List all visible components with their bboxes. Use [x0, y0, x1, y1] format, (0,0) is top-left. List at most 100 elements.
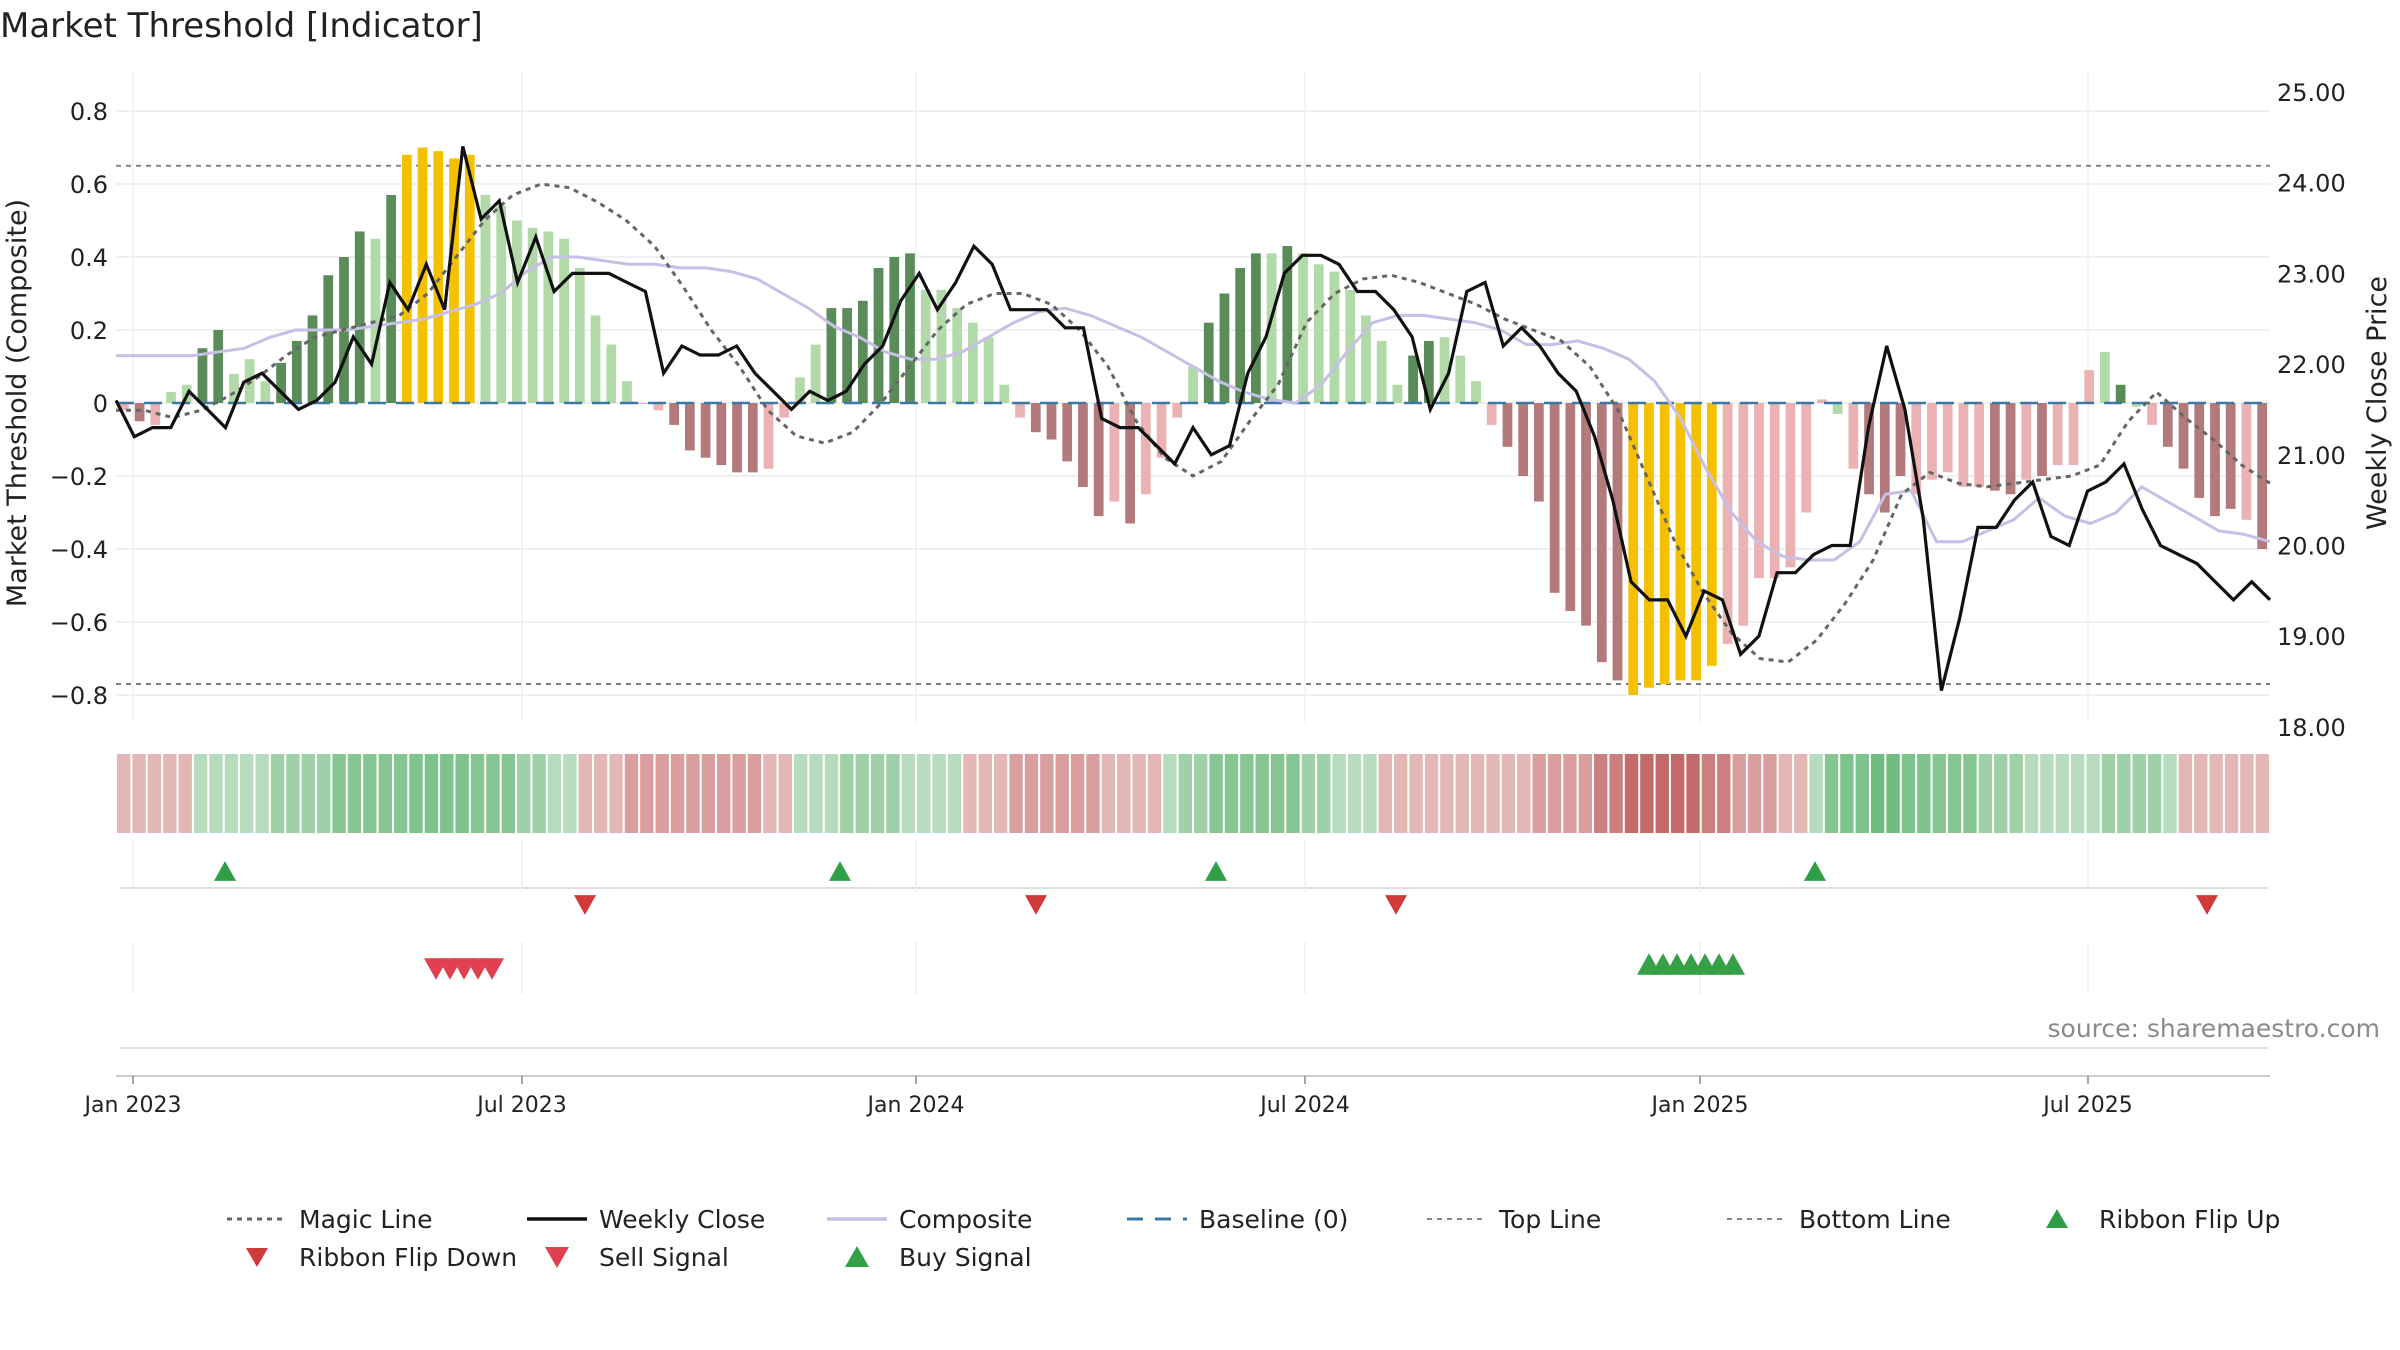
ribbon-cell [1070, 754, 1085, 833]
ribbon-cell [1209, 754, 1223, 833]
ribbon-cell [1455, 754, 1469, 833]
composite-line [116, 255, 2271, 562]
x-tick-label: Jan 2025 [1650, 1093, 1749, 1118]
composite-bar [1942, 403, 1953, 473]
composite-bar [1958, 403, 1969, 487]
ribbon-cell [2055, 754, 2069, 833]
composite-bar [1644, 403, 1654, 688]
ribbon-cell [547, 754, 562, 833]
composite-bar [1046, 403, 1057, 440]
ribbon-cell [209, 754, 223, 833]
composite-bar [1140, 403, 1151, 495]
composite-bar [1486, 403, 1497, 425]
ribbon-cell [1440, 754, 1454, 833]
composite-bar [1235, 267, 1246, 403]
ribbon-cell [1840, 754, 1854, 833]
composite-bar [1156, 403, 1167, 458]
y-tick-right: 19.00 [2277, 623, 2346, 651]
ribbon-cell [1824, 754, 1839, 833]
composite-bar [1691, 403, 1701, 681]
composite-bar [1722, 403, 1733, 644]
composite-bar [1439, 337, 1450, 403]
composite-bar [166, 392, 176, 403]
ribbon-cell [1040, 754, 1054, 833]
legend-item: Weekly Close [525, 1203, 825, 1235]
y-tick-left: 0.2 [70, 317, 108, 345]
ribbon-cell [347, 754, 362, 833]
composite-bar [213, 330, 224, 403]
ribbon-cell [686, 754, 700, 833]
composite-bar [1738, 403, 1749, 626]
ribbon-cell [1917, 754, 1931, 833]
x-tick-label: Jul 2024 [1258, 1093, 1350, 1118]
composite-bar [952, 308, 963, 403]
y-tick-left: 0 [93, 390, 108, 418]
composite-bar [276, 362, 286, 403]
composite-bar [1251, 253, 1261, 403]
composite-bar [1895, 403, 1906, 476]
composite-bar [1817, 399, 1827, 403]
ribbon-cell [1994, 754, 2008, 833]
legend-label: Sell Signal [599, 1242, 729, 1272]
composite-bar [810, 344, 821, 403]
composite-bar [1329, 271, 1340, 403]
ribbon-cell [517, 754, 531, 833]
ribbon-cell [901, 754, 916, 833]
composite-bar [2005, 403, 2016, 495]
composite-bar [2100, 351, 2110, 403]
ribbon-cell [855, 754, 869, 833]
ribbon-cell [1132, 754, 1146, 833]
composite-bar [229, 373, 239, 403]
ribbon-cell [1670, 754, 1685, 833]
composite-bar [1754, 403, 1764, 579]
composite-bar [2068, 403, 2079, 466]
legend-key [845, 1246, 869, 1267]
ribbon-cell [409, 754, 423, 833]
composite-bar [2225, 403, 2236, 509]
ribbon-cell [332, 754, 346, 833]
ribbon-flip-up-marker [1804, 861, 1826, 881]
composite-bar [2037, 403, 2047, 476]
ribbon-flip-down-marker [1385, 895, 1407, 915]
y-tick-right: 18.00 [2277, 714, 2346, 742]
ribbon-cell [2240, 754, 2254, 833]
composite-bar [920, 289, 931, 403]
composite-bar [2115, 384, 2126, 403]
ribbon-cell [1363, 754, 1377, 833]
ribbon-cell [1901, 754, 1916, 833]
ribbon-cell [1024, 754, 1039, 833]
composite-bar [763, 403, 774, 469]
composite-bar [150, 403, 161, 425]
ribbon-cell [2040, 754, 2054, 833]
ribbon-cell [1855, 754, 1869, 833]
ribbon-cell [1686, 754, 1700, 833]
ribbon-cell [1794, 754, 1808, 833]
composite-bar [2210, 403, 2220, 517]
legend-label: Composite [899, 1204, 1033, 1234]
ribbon-cell [870, 754, 885, 833]
ribbon-cell [670, 754, 685, 833]
composite-bar [606, 344, 617, 403]
legend-item: Composite [825, 1203, 1125, 1235]
ribbon-cell [1286, 754, 1300, 833]
composite-bar [2021, 403, 2032, 480]
ribbon-cell [993, 754, 1008, 833]
composite-bar [999, 384, 1010, 403]
y-axis-label-right: Weekly Close Price [2362, 276, 2393, 530]
ribbon-cell [132, 754, 146, 833]
y-tick-right: 20.00 [2277, 533, 2346, 561]
ribbon-cell [932, 754, 946, 833]
composite-bar [118, 403, 129, 411]
ribbon-flip-down-marker [1025, 895, 1047, 915]
legend-key [1427, 1218, 1487, 1220]
composite-bar [685, 403, 695, 451]
composite-bar [590, 315, 601, 403]
ribbon-cell [917, 754, 931, 833]
composite-bar [873, 267, 884, 403]
legend-item: Ribbon Flip Up [2025, 1203, 2325, 1235]
legend-key [1727, 1218, 1787, 1220]
composite-bar [1534, 403, 1544, 502]
ribbon-cell [1532, 754, 1546, 833]
composite-bar [307, 315, 318, 403]
